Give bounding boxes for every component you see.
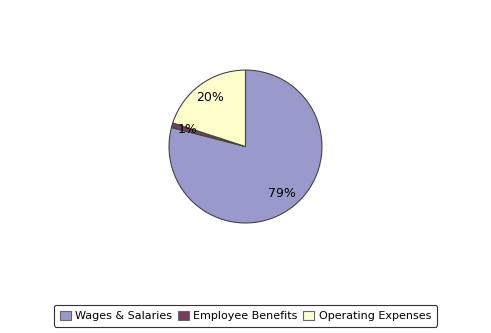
Wedge shape (171, 123, 246, 147)
Text: 1%: 1% (178, 123, 198, 136)
Text: 79%: 79% (269, 187, 296, 200)
Text: 20%: 20% (196, 92, 224, 105)
Legend: Wages & Salaries, Employee Benefits, Operating Expenses: Wages & Salaries, Employee Benefits, Ope… (54, 305, 437, 327)
Wedge shape (173, 70, 246, 147)
Wedge shape (169, 70, 322, 223)
